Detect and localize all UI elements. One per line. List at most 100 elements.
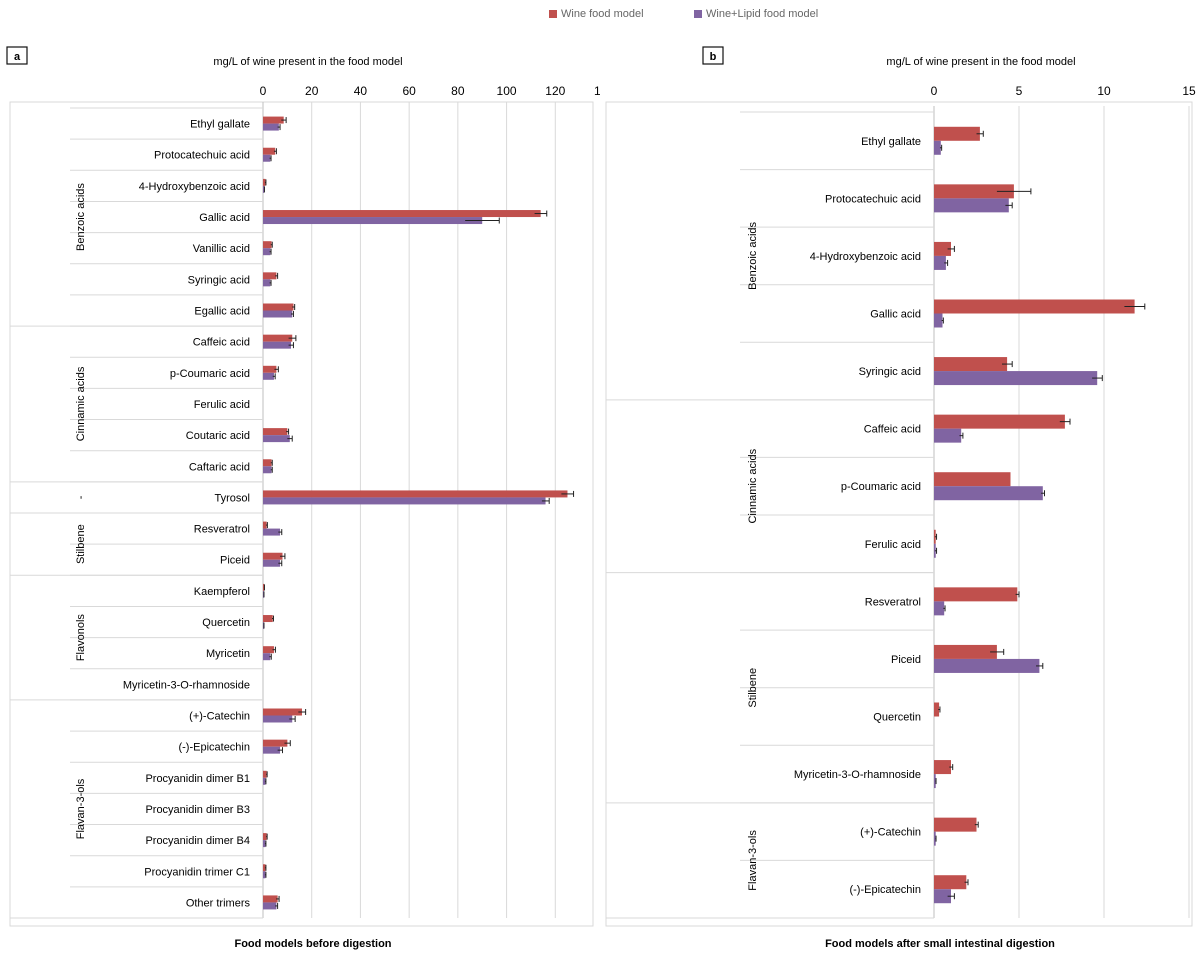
category-label-a-procyanidin-dimer-b3: Procyanidin dimer B3: [145, 804, 250, 816]
bar-a-wine-ethyl-gallate: [263, 116, 284, 124]
category-label-a-resveratrol: Resveratrol: [194, 524, 250, 536]
group-label-a-cinnamic-acids: Cinnamic acids: [75, 366, 87, 441]
category-label-b-quercetin: Quercetin: [873, 712, 921, 724]
x-tick-label-b-5: 5: [1016, 84, 1023, 98]
bar-a-lipid-kaempferol: [263, 590, 264, 598]
category-label-a-myricetin-3-o-rhamnoside: Myricetin-3-O-rhamnoside: [123, 679, 250, 691]
bar-b-wine-gallic-acid: [934, 299, 1135, 314]
chart-panel-b: b mg/L of wine present in the food model 0…: [605, 46, 1196, 950]
category-label-a-tyrosol: Tyrosol: [215, 492, 250, 504]
bar-a-lipid-4-hydroxybenzoic-acid: [263, 185, 265, 193]
bar-a-wine-egallic-acid: [263, 303, 294, 311]
bar-a-wine-piceid: [263, 552, 283, 560]
panel-label-b: b: [710, 51, 717, 63]
bar-a-lipid-p-coumaric-acid: [263, 372, 274, 380]
bar-a-wine-vanillic-acid: [263, 241, 272, 249]
legend-item-wine: Wine food model: [549, 8, 644, 20]
category-label-a-caffeic-acid: Caffeic acid: [193, 337, 250, 349]
category-label-b-myricetin-3-o-rhamnoside: Myricetin-3-O-rhamnoside: [794, 769, 921, 781]
bar-a-wine-epicatechin: [263, 739, 288, 747]
category-label-a-procyanidin-dimer-b1: Procyanidin dimer B1: [145, 773, 250, 785]
bar-a-wine-syringic-acid: [263, 272, 277, 280]
bar-a-lipid-syringic-acid: [263, 279, 271, 287]
bar-a-lipid-procyanidin-trimer-c1: [263, 871, 266, 879]
chart-panel-a: a mg/L of wine present in the food model 0…: [6, 46, 600, 950]
bar-b-wine-ferulic-acid: [934, 529, 936, 544]
group-label-b-stilbene: Stilbene: [747, 668, 759, 708]
category-label-a-caftaric-acid: Caftaric acid: [189, 461, 250, 473]
category-label-a-epicatechin: (-)-Epicatechin: [178, 742, 250, 754]
bar-b-wine-epicatechin: [934, 875, 967, 890]
bar-b-lipid-ferulic-acid: [934, 543, 936, 558]
bar-a-wine-caftaric-acid: [263, 459, 272, 467]
bar-b-lipid-4-hydroxybenzoic-acid: [934, 255, 946, 270]
bar-a-lipid-caftaric-acid: [263, 466, 272, 474]
bar-b-lipid-catechin: [934, 831, 936, 846]
bar-a-wine-protocatechuic-acid: [263, 147, 276, 155]
category-label-b-gallic-acid: Gallic acid: [870, 309, 921, 321]
bar-a-lipid-protocatechuic-acid: [263, 154, 271, 162]
bar-a-wine-other-trimers: [263, 895, 278, 903]
group-label-a-: -: [75, 495, 87, 499]
category-label-a-myricetin: Myricetin: [206, 648, 250, 660]
category-label-b-epicatechin: (-)-Epicatechin: [849, 884, 921, 896]
category-label-a-vanillic-acid: Vanillic acid: [193, 243, 250, 255]
category-label-a-quercetin: Quercetin: [202, 617, 250, 629]
category-label-a-4-hydroxybenzoic-acid: 4-Hydroxybenzoic acid: [139, 181, 250, 193]
bar-b-wine-protocatechuic-acid: [934, 184, 1014, 199]
bar-b-lipid-epicatechin: [934, 889, 951, 904]
bar-a-lipid-egallic-acid: [263, 310, 293, 318]
x-axis-label-b: Food models after small intestinal diges…: [825, 938, 1055, 950]
bar-b-wine-piceid: [934, 644, 997, 659]
legend-swatch-wine: [549, 10, 557, 19]
chart-title-b: mg/L of wine present in the food model: [886, 56, 1075, 68]
legend-label-wine: Wine food model: [561, 8, 644, 20]
bar-a-lipid-gallic-acid: [263, 217, 483, 225]
bar-a-wine-procyanidin-dimer-b1: [263, 770, 267, 778]
x-tick-label-b-15: 15: [1182, 84, 1196, 98]
bar-a-wine-quercetin: [263, 615, 273, 623]
x-tick-label-a-140: 140: [594, 84, 600, 98]
bar-b-lipid-ethyl-gallate: [934, 140, 941, 155]
category-label-a-ferulic-acid: Ferulic acid: [194, 399, 250, 411]
category-label-b-ethyl-gallate: Ethyl gallate: [861, 136, 921, 148]
category-label-a-piceid: Piceid: [220, 555, 250, 567]
bar-a-lipid-vanillic-acid: [263, 248, 271, 256]
bar-b-wine-ethyl-gallate: [934, 126, 980, 141]
bar-a-wine-tyrosol: [263, 490, 568, 498]
bar-b-wine-caffeic-acid: [934, 414, 1065, 429]
legend-swatch-lipid: [694, 10, 702, 19]
bar-b-lipid-resveratrol: [934, 601, 945, 616]
category-label-a-coutaric-acid: Coutaric acid: [186, 430, 250, 442]
bar-b-lipid-p-coumaric-acid: [934, 486, 1043, 501]
group-label-b-cinnamic-acids: Cinnamic acids: [747, 448, 759, 523]
bar-a-lipid-procyanidin-dimer-b1: [263, 777, 266, 785]
legend-item-lipid: Wine+Lipid food model: [694, 8, 818, 20]
bar-a-wine-caffeic-acid: [263, 334, 293, 342]
category-label-b-protocatechuic-acid: Protocatechuic acid: [825, 193, 921, 205]
bar-b-wine-4-hydroxybenzoic-acid: [934, 241, 951, 256]
x-tick-label-a-120: 120: [545, 84, 565, 98]
x-tick-label-a-0: 0: [260, 84, 267, 98]
bar-a-lipid-myricetin: [263, 653, 271, 661]
bar-b-lipid-caffeic-acid: [934, 428, 962, 443]
bar-b-wine-p-coumaric-acid: [934, 472, 1011, 487]
x-tick-label-a-100: 100: [497, 84, 517, 98]
bar-b-wine-myricetin-3-o-rhamnoside: [934, 760, 951, 775]
bar-a-lipid-tyrosol: [263, 497, 546, 505]
panel-label-box-a: [6, 46, 28, 65]
bar-a-lipid-catechin: [263, 715, 293, 723]
bar-b-lipid-gallic-acid: [934, 313, 943, 328]
category-label-b-resveratrol: Resveratrol: [865, 596, 921, 608]
category-label-b-ferulic-acid: Ferulic acid: [865, 539, 921, 551]
plot-frame-a: [9, 101, 594, 927]
category-label-b-caffeic-acid: Caffeic acid: [864, 424, 921, 436]
bar-b-lipid-myricetin-3-o-rhamnoside: [934, 774, 936, 789]
group-label-b-benzoic-acids: Benzoic acids: [747, 221, 759, 289]
category-label-b-p-coumaric-acid: p-Coumaric acid: [841, 481, 921, 493]
category-label-a-kaempferol: Kaempferol: [194, 586, 250, 598]
bar-a-wine-myricetin: [263, 646, 274, 654]
group-label-b-flavan-3-ols: Flavan-3-ols: [747, 830, 759, 891]
bar-a-wine-procyanidin-dimer-b4: [263, 833, 267, 841]
x-tick-label-a-40: 40: [354, 84, 368, 98]
